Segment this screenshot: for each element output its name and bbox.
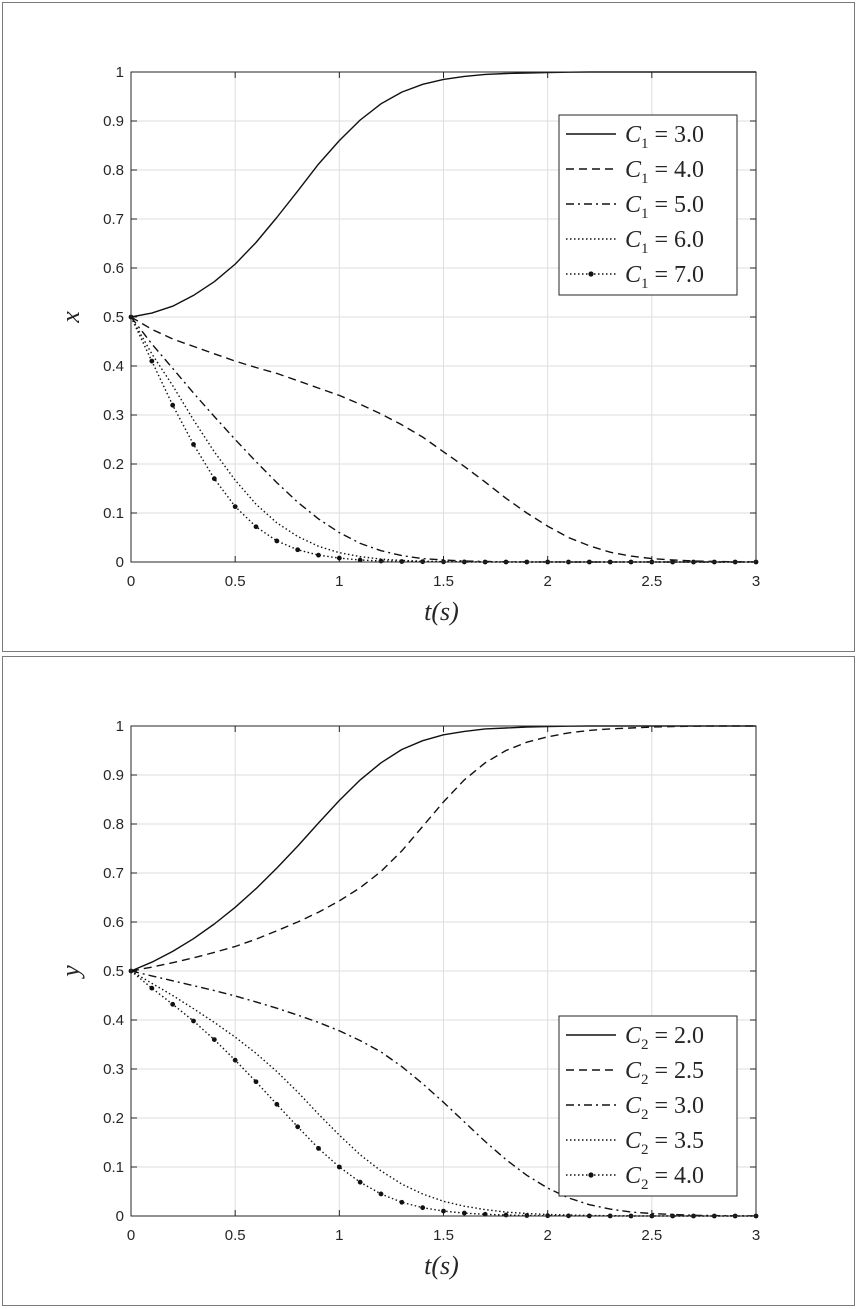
y-tick-label: 1 <box>116 64 124 81</box>
tick-labels: 0 0.5 1 1.5 2 2.5 3 0 0.1 0.2 0.3 0.4 0.5 0.6 0.7 0.8 0.… <box>103 64 760 590</box>
legend-entry-3: C2 = 3.0 <box>625 1093 704 1123</box>
legend-entry-5: C1 = 7.0 <box>625 262 704 292</box>
series-marker-5 <box>441 1208 446 1214</box>
y-tick-label: 0.2 <box>103 456 124 473</box>
x-tick-label: 3 <box>752 573 760 590</box>
series-marker-5 <box>211 476 217 482</box>
y-tick-label: 0.1 <box>103 505 124 522</box>
x-tick-label: 0 <box>127 1227 135 1244</box>
legend-entry-1: C1 = 3.0 <box>625 122 704 152</box>
x-tick-label: 2.5 <box>641 1227 662 1244</box>
legend-box <box>558 1015 738 1197</box>
y-tick-label: 0.9 <box>103 767 124 784</box>
y-tick-label: 0.6 <box>103 260 124 277</box>
chart-x-vs-t: 0 0.5 1 1.5 2 2.5 3 0 0.1 0.2 0.3 0.4 0.5 0.6 0.7 0.8 0.… <box>56 64 760 626</box>
chart-y-vs-t: 0 0.5 1 1.5 2 2.5 3 0 0.1 0.2 0.3 0.4 0.5 0.6 0.7 0.8 0.… <box>56 718 760 1280</box>
series-marker-5 <box>170 1001 176 1007</box>
y-tick-label: 0.3 <box>103 1061 124 1078</box>
legend-marker <box>588 271 594 277</box>
legend-box <box>558 114 738 296</box>
y-tick-label: 0 <box>116 1208 124 1225</box>
series-marker-5 <box>503 1212 509 1218</box>
series-marker-5 <box>253 1079 259 1085</box>
y-tick-label: 0.4 <box>103 1012 124 1029</box>
legend-entry-4: C2 = 3.5 <box>625 1128 704 1158</box>
series-marker-5 <box>295 1124 301 1130</box>
y-tick-label: 0.4 <box>103 358 124 375</box>
legend-entry-3: C1 = 5.0 <box>625 192 704 222</box>
y-tick-label: 0.5 <box>103 963 124 980</box>
x-axis-label: t(s) <box>424 1251 459 1280</box>
x-tick-label: 1.5 <box>433 1227 454 1244</box>
x-tick-label: 2 <box>543 573 551 590</box>
series-marker-5 <box>336 555 342 561</box>
y-tick-label: 0.6 <box>103 914 124 931</box>
legend-marker <box>588 1172 594 1178</box>
legend-entry-2: C2 = 2.5 <box>625 1058 704 1088</box>
x-tick-label: 2.5 <box>641 573 662 590</box>
axes-box <box>130 725 757 1217</box>
y-tick-label: 0.5 <box>103 309 124 326</box>
x-tick-label: 0.5 <box>225 573 246 590</box>
y-tick-label: 0.3 <box>103 407 124 424</box>
y-tick-label: 0.7 <box>103 211 124 228</box>
y-tick-label: 0.9 <box>103 113 124 130</box>
legend-entry-5: C2 = 4.0 <box>625 1163 704 1193</box>
series-marker-5 <box>378 1191 384 1197</box>
x-tick-label: 0 <box>127 573 135 590</box>
series-marker-5 <box>149 985 155 991</box>
y-tick-label: 0 <box>116 554 124 571</box>
y-tick-label: 0.7 <box>103 865 124 882</box>
legend-entry-1: C2 = 2.0 <box>625 1023 704 1053</box>
legend: C2 = 2.0 C2 = 2.5 C2 = 3.0 C2 = 3.5 C2 = 4.0 <box>558 1015 738 1197</box>
series-marker-5 <box>170 402 176 408</box>
bottom-chart-panel: 0 0.5 1 1.5 2 2.5 3 0 0.1 0.2 0.3 0.4 0.5 0.6 0.7 0.8 0.… <box>2 656 855 1306</box>
series-marker-5 <box>316 1145 321 1151</box>
y-tick-label: 1 <box>116 718 124 735</box>
series-line-2 <box>130 316 757 563</box>
x-tick-label: 1 <box>335 1227 343 1244</box>
series-marker-5 <box>357 1179 363 1185</box>
series-marker-5 <box>357 557 363 563</box>
series-marker-5 <box>191 442 196 447</box>
series-marker-5 <box>232 504 238 510</box>
axes-box <box>130 71 757 563</box>
y-axis-label: x <box>56 311 85 324</box>
series-marker-5 <box>482 1211 488 1217</box>
series-marker-5 <box>420 1205 426 1211</box>
series-marker-5 <box>232 1057 238 1063</box>
series-line-2 <box>130 725 756 972</box>
series-marker-5 <box>191 1018 196 1024</box>
legend-entry-4: C1 = 6.0 <box>625 227 704 257</box>
series-marker-5 <box>378 558 384 564</box>
series-marker-5 <box>295 547 301 553</box>
series-line-3 <box>130 970 757 1217</box>
x-tick-label: 3 <box>752 1227 760 1244</box>
series-marker-5 <box>253 524 259 530</box>
series-marker-5 <box>461 1210 467 1216</box>
x-tick-label: 2 <box>543 1227 551 1244</box>
x-tick-label: 1 <box>335 573 343 590</box>
series-marker-5 <box>149 358 155 364</box>
series-marker-5 <box>274 538 280 544</box>
y-tick-label: 0.1 <box>103 1159 124 1176</box>
series-marker-5 <box>399 1199 405 1205</box>
series-marker-5 <box>274 1101 280 1107</box>
x-tick-label: 1.5 <box>433 573 454 590</box>
x-axis-label: t(s) <box>424 597 459 626</box>
y-tick-label: 0.8 <box>103 162 124 179</box>
y-tick-label: 0.2 <box>103 1110 124 1127</box>
x-tick-label: 0.5 <box>225 1227 246 1244</box>
legend: C1 = 3.0 C1 = 4.0 C1 = 5.0 C1 = 6.0 C1 = 7.0 <box>558 114 738 296</box>
y-axis-label: y <box>56 965 85 980</box>
series-marker-5 <box>316 552 321 558</box>
top-chart-panel: 0 0.5 1 1.5 2 2.5 3 0 0.1 0.2 0.3 0.4 0.5 0.6 0.7 0.8 0.… <box>2 2 855 652</box>
series-marker-5 <box>211 1037 217 1042</box>
y-tick-label: 0.8 <box>103 816 124 833</box>
legend-entry-2: C1 = 4.0 <box>625 157 704 187</box>
tick-labels: 0 0.5 1 1.5 2 2.5 3 0 0.1 0.2 0.3 0.4 0.5 0.6 0.7 0.8 0.… <box>103 718 760 1244</box>
series-marker-5 <box>336 1164 342 1170</box>
